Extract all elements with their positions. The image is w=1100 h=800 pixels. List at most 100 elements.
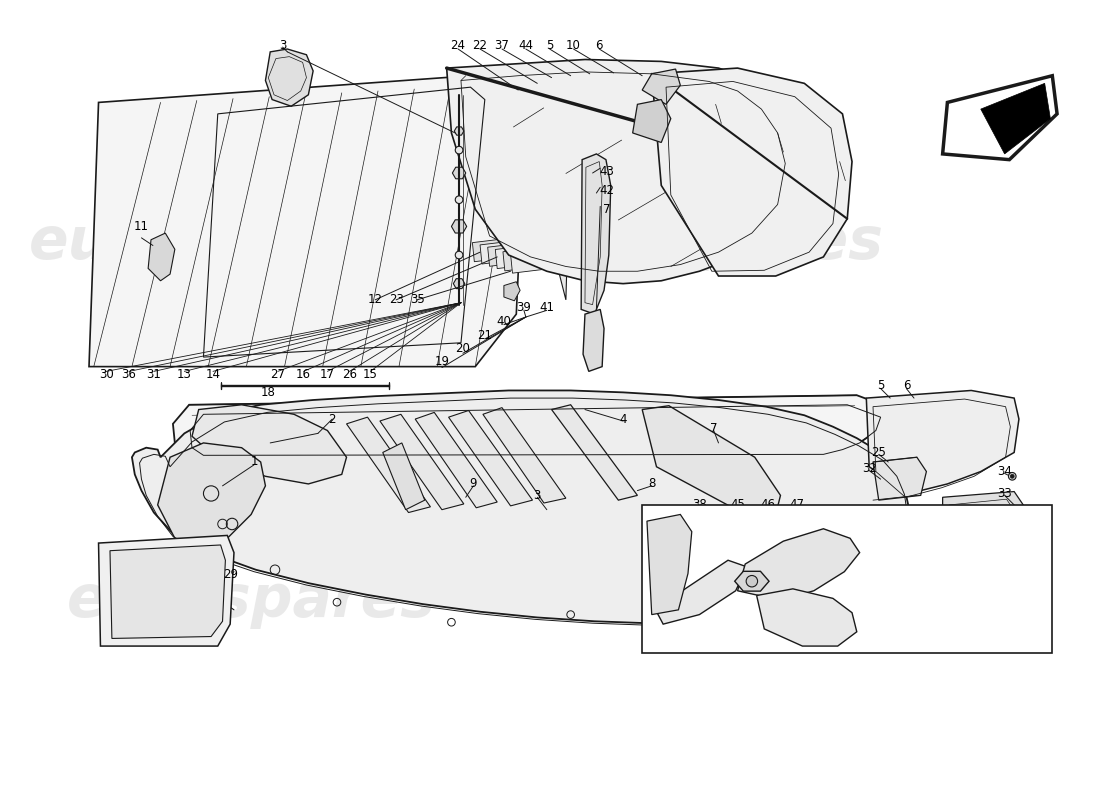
- Text: 6: 6: [903, 379, 910, 392]
- Polygon shape: [415, 412, 497, 508]
- Polygon shape: [873, 458, 926, 500]
- Text: eurospares: eurospares: [515, 214, 884, 271]
- Text: 42: 42: [600, 184, 615, 197]
- Text: 1: 1: [251, 455, 257, 469]
- Polygon shape: [647, 514, 692, 614]
- Text: 30: 30: [99, 368, 113, 381]
- Text: 12: 12: [367, 294, 383, 306]
- Text: 3: 3: [279, 38, 286, 52]
- Polygon shape: [516, 102, 571, 300]
- Text: 6: 6: [595, 38, 603, 52]
- Polygon shape: [449, 410, 532, 506]
- Text: 31: 31: [146, 368, 162, 381]
- Polygon shape: [89, 71, 565, 366]
- Polygon shape: [148, 233, 175, 281]
- Text: 21: 21: [477, 329, 493, 342]
- Polygon shape: [495, 243, 552, 269]
- Text: 4: 4: [619, 413, 627, 426]
- Text: 9: 9: [470, 478, 477, 490]
- Polygon shape: [452, 167, 465, 178]
- Polygon shape: [504, 282, 520, 301]
- Text: 35: 35: [409, 294, 425, 306]
- Polygon shape: [757, 589, 857, 646]
- Polygon shape: [943, 76, 1057, 160]
- Text: 45: 45: [730, 498, 745, 511]
- Text: eurospares: eurospares: [534, 572, 903, 629]
- Text: 3: 3: [534, 489, 541, 502]
- Text: 13: 13: [177, 368, 191, 381]
- Text: 14: 14: [206, 368, 220, 381]
- Text: 33: 33: [998, 487, 1012, 500]
- Polygon shape: [632, 99, 671, 142]
- Text: 29: 29: [222, 568, 238, 581]
- Polygon shape: [581, 154, 611, 314]
- Text: 37: 37: [495, 38, 509, 52]
- Text: 10: 10: [566, 38, 581, 52]
- Text: 32: 32: [861, 462, 877, 475]
- Polygon shape: [642, 69, 680, 104]
- Text: 44: 44: [518, 38, 534, 52]
- Text: 47: 47: [789, 498, 804, 511]
- Text: 22: 22: [473, 38, 487, 52]
- Circle shape: [746, 575, 758, 587]
- Polygon shape: [157, 443, 265, 548]
- Polygon shape: [480, 238, 537, 264]
- Polygon shape: [447, 59, 814, 284]
- Polygon shape: [110, 545, 226, 638]
- Polygon shape: [454, 127, 464, 135]
- Polygon shape: [379, 414, 464, 510]
- Text: 26: 26: [342, 368, 356, 381]
- Polygon shape: [510, 247, 568, 273]
- Text: 25: 25: [871, 446, 887, 459]
- Text: 11: 11: [134, 220, 148, 233]
- Polygon shape: [192, 405, 346, 484]
- Text: 43: 43: [600, 165, 614, 178]
- Polygon shape: [173, 395, 890, 453]
- Text: 34: 34: [998, 465, 1012, 478]
- Text: 24: 24: [451, 38, 465, 52]
- Bar: [642, 505, 1053, 653]
- Text: 28: 28: [204, 584, 219, 598]
- Text: 27: 27: [271, 368, 285, 381]
- Text: eurospares: eurospares: [67, 572, 436, 629]
- Text: 8: 8: [648, 478, 656, 490]
- Circle shape: [1009, 473, 1016, 480]
- Text: 46: 46: [760, 498, 775, 511]
- Text: 40: 40: [496, 315, 512, 328]
- Text: 36: 36: [122, 368, 136, 381]
- Polygon shape: [651, 68, 852, 276]
- Text: 16: 16: [296, 368, 311, 381]
- Text: 23: 23: [388, 294, 404, 306]
- Polygon shape: [453, 278, 465, 289]
- Polygon shape: [451, 220, 466, 233]
- Circle shape: [1010, 474, 1014, 478]
- Text: 20: 20: [455, 342, 471, 355]
- Text: 39: 39: [517, 301, 531, 314]
- Polygon shape: [735, 571, 769, 591]
- Polygon shape: [483, 408, 565, 503]
- Polygon shape: [265, 49, 313, 106]
- Polygon shape: [738, 529, 859, 600]
- Text: 7: 7: [710, 422, 717, 435]
- Text: 5: 5: [877, 379, 884, 392]
- Text: 18: 18: [261, 386, 276, 399]
- Text: 2: 2: [329, 413, 336, 426]
- Text: 41: 41: [539, 301, 554, 314]
- Polygon shape: [656, 560, 747, 624]
- Polygon shape: [551, 405, 637, 500]
- Circle shape: [455, 196, 463, 203]
- Text: 17: 17: [320, 368, 334, 381]
- Text: 38: 38: [692, 498, 707, 511]
- Circle shape: [455, 146, 463, 154]
- Polygon shape: [472, 236, 529, 262]
- Polygon shape: [487, 241, 544, 266]
- Polygon shape: [981, 83, 1050, 154]
- Text: 7: 7: [603, 202, 611, 216]
- Polygon shape: [346, 417, 430, 513]
- Polygon shape: [99, 535, 234, 646]
- Text: 19: 19: [434, 355, 450, 368]
- Polygon shape: [583, 310, 604, 371]
- Polygon shape: [642, 406, 781, 514]
- Text: eurospares: eurospares: [29, 214, 397, 271]
- Circle shape: [455, 251, 463, 259]
